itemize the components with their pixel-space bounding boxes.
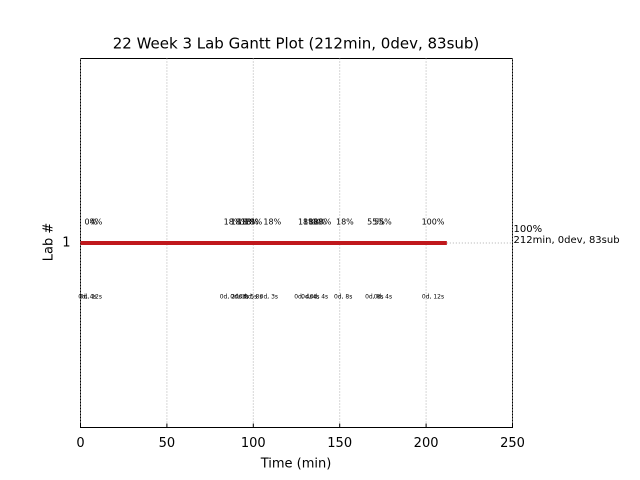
duration-label: 0d, 8s (244, 294, 262, 301)
progress-label: 18% (263, 218, 281, 227)
progress-label: 55% (367, 218, 385, 227)
progress-label: 18% (308, 218, 326, 227)
chart-title: 22 Week 3 Lab Gantt Plot (212min, 0dev, … (113, 35, 480, 53)
progress-label: 18% (244, 218, 262, 227)
end-label: 212min, 0dev, 83sub (514, 235, 620, 246)
progress-label: 4% (90, 218, 103, 227)
progress-label: 18% (298, 218, 316, 227)
duration-label: 0d, 20s (220, 294, 242, 301)
duration-label: 0d, 8s (365, 294, 383, 301)
duration-label: 0d, 3s (260, 294, 278, 301)
progress-label: 18% (237, 218, 255, 227)
end-label: 100% (514, 224, 543, 235)
bar (80, 241, 447, 245)
duration-label: 0d, 4s (374, 294, 392, 301)
duration-label: 0d, 5s (239, 294, 257, 301)
x-tick-label: 200 (414, 436, 439, 451)
x-axis-label: Time (min) (260, 457, 332, 472)
duration-label: 0d, 8s (334, 294, 352, 301)
progress-label: 55% (374, 218, 392, 227)
duration-label: 0d, 4s (301, 294, 319, 301)
progress-label: 18% (241, 218, 259, 227)
duration-label: 0d, 3s (230, 294, 248, 301)
x-tick-label: 50 (159, 436, 176, 451)
progress-label: 18% (303, 218, 321, 227)
x-tick-label: 150 (327, 436, 352, 451)
y-axis-label: Lab # (42, 223, 57, 262)
duration-label: 0d, 12s (80, 294, 102, 301)
duration-label: 0d, 12s (422, 294, 444, 301)
x-tick-label: 0 (76, 436, 84, 451)
duration-label: 0d, 4s (78, 294, 96, 301)
progress-label: 18% (231, 218, 249, 227)
duration-label: 0d, 4s (294, 294, 312, 301)
progress-label: 18% (224, 218, 242, 227)
x-tick-label: 100 (241, 436, 266, 451)
progress-label: 18% (336, 218, 354, 227)
y-tick-label: 1 (62, 236, 70, 251)
progress-label: 18% (314, 218, 332, 227)
duration-label: 0d, 4s (310, 294, 328, 301)
progress-label: 0% (85, 218, 98, 227)
x-tick-label: 250 (500, 436, 525, 451)
progress-label: 100% (422, 218, 445, 227)
